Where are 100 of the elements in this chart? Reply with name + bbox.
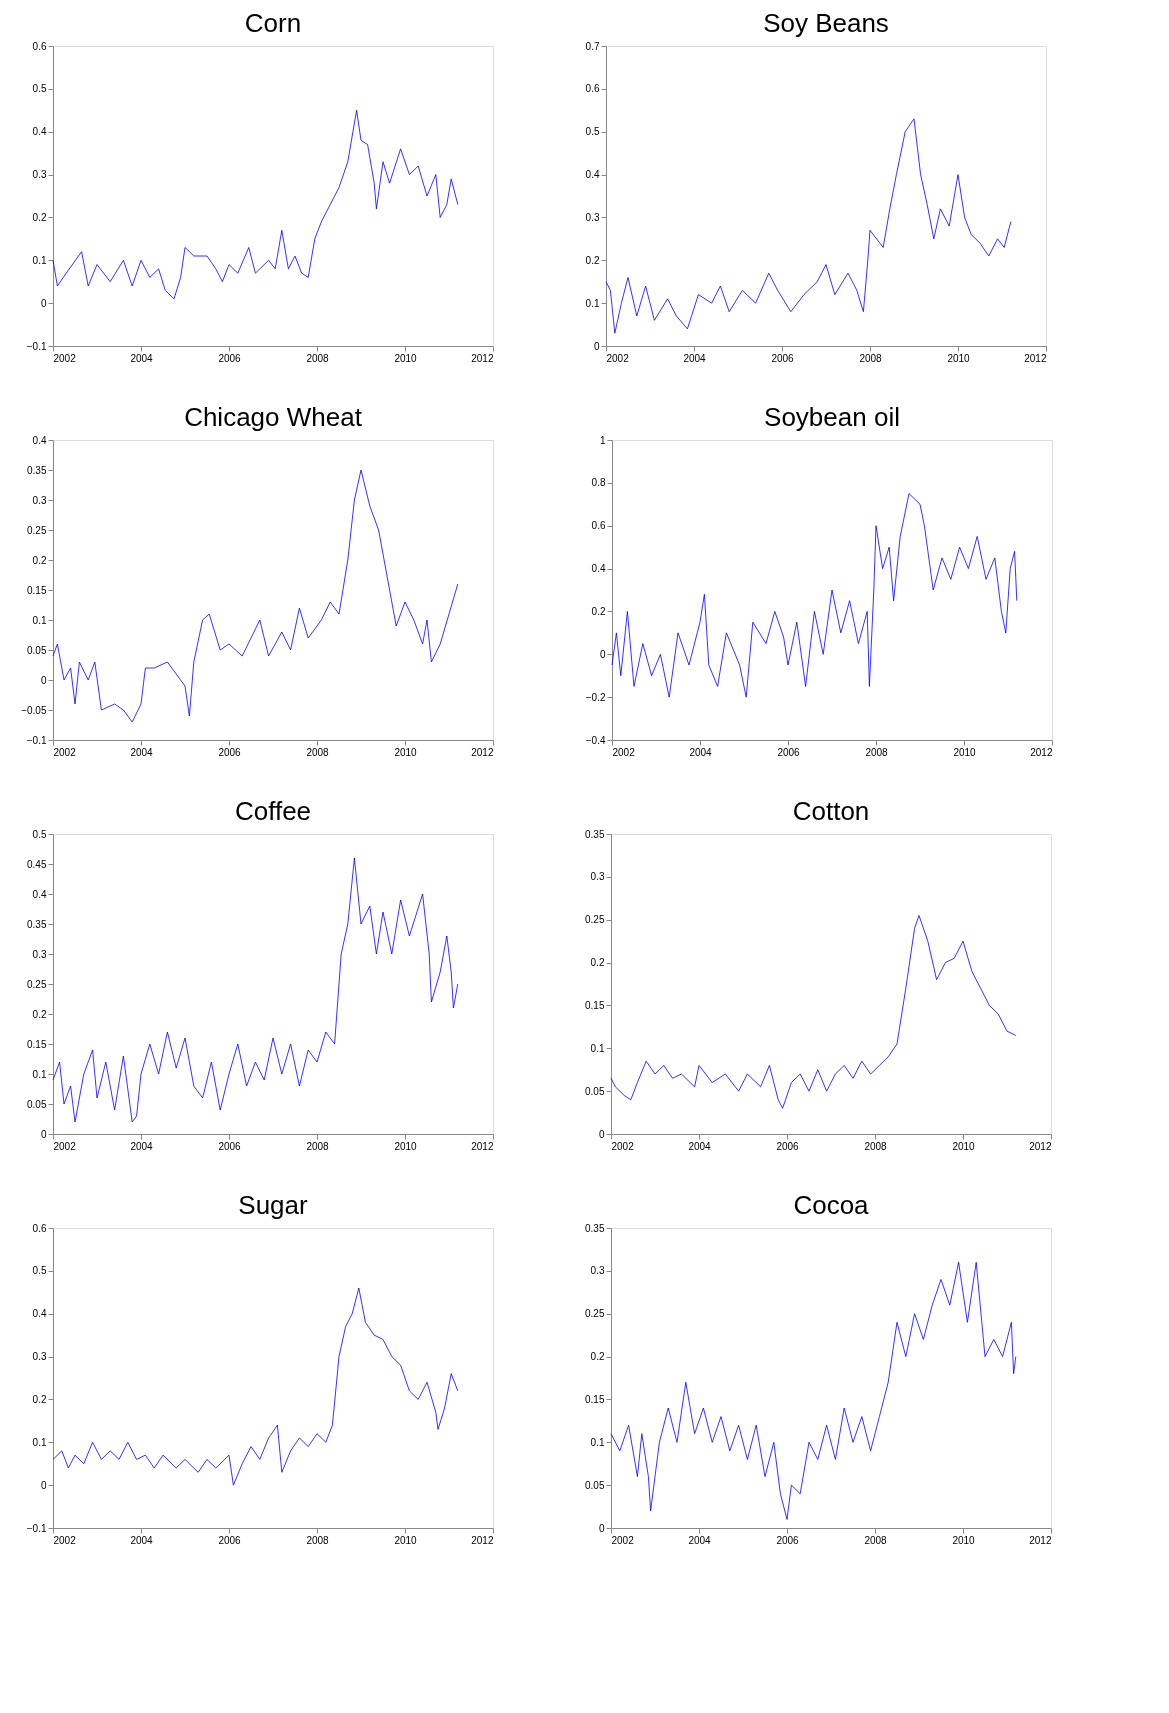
y-tick-label: 0.4: [32, 434, 47, 446]
y-tick-label: 0.4: [591, 563, 606, 575]
y-tick-label: 0.25: [27, 978, 47, 990]
y-tick-label: 0.4: [585, 169, 600, 181]
y-tick-label: 0.6: [32, 40, 47, 52]
chart-title: Corn: [244, 8, 302, 38]
y-tick-label: 0.2: [32, 554, 47, 566]
y-tick-label: 0.15: [27, 1038, 47, 1050]
y-tick-label: 0.05: [585, 1085, 605, 1097]
y-tick-label: 0.2: [590, 957, 605, 969]
chart-title: Cocoa: [793, 1190, 870, 1220]
x-tick-label: 2010: [952, 1140, 976, 1152]
x-tick-label: 2012: [1030, 746, 1053, 758]
y-tick-label: 0.15: [585, 999, 605, 1011]
x-tick-label: 2004: [130, 1140, 154, 1152]
y-tick-label: 0.6: [32, 1222, 47, 1234]
x-tick-label: 2002: [611, 1140, 635, 1152]
chart-title: Soybean oil: [764, 402, 900, 432]
x-tick-label: 2008: [306, 352, 330, 364]
y-tick-label: 0: [598, 1522, 605, 1534]
y-tick-label: 0: [40, 674, 47, 686]
y-tick-label: 0.3: [585, 211, 600, 223]
y-tick-label: 0.2: [32, 1008, 47, 1020]
line-series: [52, 1287, 459, 1486]
x-tick-label: 2012: [1029, 1534, 1052, 1546]
x-tick-label: 2002: [53, 352, 77, 364]
chart-title: Cotton: [792, 796, 870, 826]
y-tick-label: 0.05: [27, 1098, 47, 1110]
line-series: [610, 1261, 1017, 1520]
y-tick-label: 0.15: [27, 584, 47, 596]
x-tick-label: 2006: [218, 746, 242, 758]
y-tick-label: 0.25: [585, 1308, 605, 1320]
x-tick-label: 2008: [306, 746, 330, 758]
chart-title: Soy Beans: [763, 8, 889, 38]
y-tick-label: 0.15: [585, 1393, 605, 1405]
x-tick-label: 2002: [611, 1534, 635, 1546]
x-tick-label: 2010: [953, 746, 977, 758]
line-series: [605, 118, 1012, 334]
x-tick-label: 2008: [306, 1140, 330, 1152]
x-tick-label: 2004: [130, 1534, 154, 1546]
y-tick-label: 0.7: [585, 40, 600, 52]
x-tick-label: 2008: [864, 1140, 888, 1152]
x-tick-label: 2010: [394, 746, 418, 758]
x-tick-label: 2012: [471, 352, 494, 364]
x-tick-label: 2002: [606, 352, 630, 364]
chart-title: Coffee: [234, 796, 312, 826]
y-tick-label: 0.5: [32, 83, 47, 95]
y-tick-label: 0.1: [590, 1042, 605, 1054]
y-tick-label: 0.2: [591, 605, 606, 617]
y-tick-label: 1: [599, 434, 606, 446]
y-tick-label: 0.35: [585, 828, 605, 840]
y-tick-label: 0.3: [32, 169, 47, 181]
x-tick-label: 2012: [1029, 1140, 1052, 1152]
chart-title: Chicago Wheat: [184, 402, 363, 432]
y-tick-label: 0: [40, 1128, 47, 1140]
x-tick-label: 2006: [218, 352, 242, 364]
x-tick-label: 2010: [952, 1534, 976, 1546]
y-tick-label: 0.5: [585, 126, 600, 138]
y-tick-label: 0.6: [585, 83, 600, 95]
y-tick-label: 0.3: [590, 1265, 605, 1277]
x-tick-label: 2006: [776, 1140, 800, 1152]
x-tick-label: 2010: [394, 1140, 418, 1152]
y-tick-label: −0.1: [26, 1522, 47, 1534]
y-tick-label: 0.25: [27, 524, 47, 536]
y-tick-label: 0.25: [585, 914, 605, 926]
x-tick-label: 2004: [130, 746, 154, 758]
x-tick-label: 2012: [471, 1534, 494, 1546]
y-tick-label: 0.1: [32, 1436, 47, 1448]
y-tick-label: 0.2: [590, 1351, 605, 1363]
y-tick-label: 0.4: [32, 1308, 47, 1320]
x-tick-label: 2008: [864, 1534, 888, 1546]
y-tick-label: 0: [40, 1479, 47, 1491]
y-tick-label: 0.05: [585, 1479, 605, 1491]
y-tick-label: 0.2: [585, 254, 600, 266]
line-series: [52, 109, 459, 300]
x-tick-label: 2012: [1024, 352, 1047, 364]
y-tick-label: 0.45: [27, 858, 47, 870]
x-tick-label: 2004: [683, 352, 707, 364]
x-tick-label: 2010: [394, 352, 418, 364]
y-tick-label: 0.6: [591, 520, 606, 532]
y-tick-label: 0: [40, 297, 47, 309]
chart-title: Sugar: [238, 1190, 309, 1220]
y-tick-label: −0.1: [26, 734, 47, 746]
x-tick-label: 2006: [771, 352, 795, 364]
x-tick-label: 2010: [394, 1534, 418, 1546]
y-tick-label: 0.4: [32, 888, 47, 900]
y-tick-label: 0: [593, 340, 600, 352]
x-tick-label: 2006: [776, 1534, 800, 1546]
y-tick-label: 0.5: [32, 1265, 47, 1277]
y-tick-label: 0.35: [27, 918, 47, 930]
x-tick-label: 2012: [471, 1140, 494, 1152]
y-tick-label: −0.2: [585, 691, 606, 703]
y-tick-label: −0.4: [585, 734, 606, 746]
x-tick-label: 2002: [53, 1534, 77, 1546]
x-tick-label: 2004: [689, 746, 713, 758]
x-tick-label: 2006: [218, 1140, 242, 1152]
x-tick-label: 2010: [947, 352, 971, 364]
y-tick-label: 0.3: [32, 1351, 47, 1363]
line-series: [611, 493, 1018, 698]
y-tick-label: 0.5: [32, 828, 47, 840]
